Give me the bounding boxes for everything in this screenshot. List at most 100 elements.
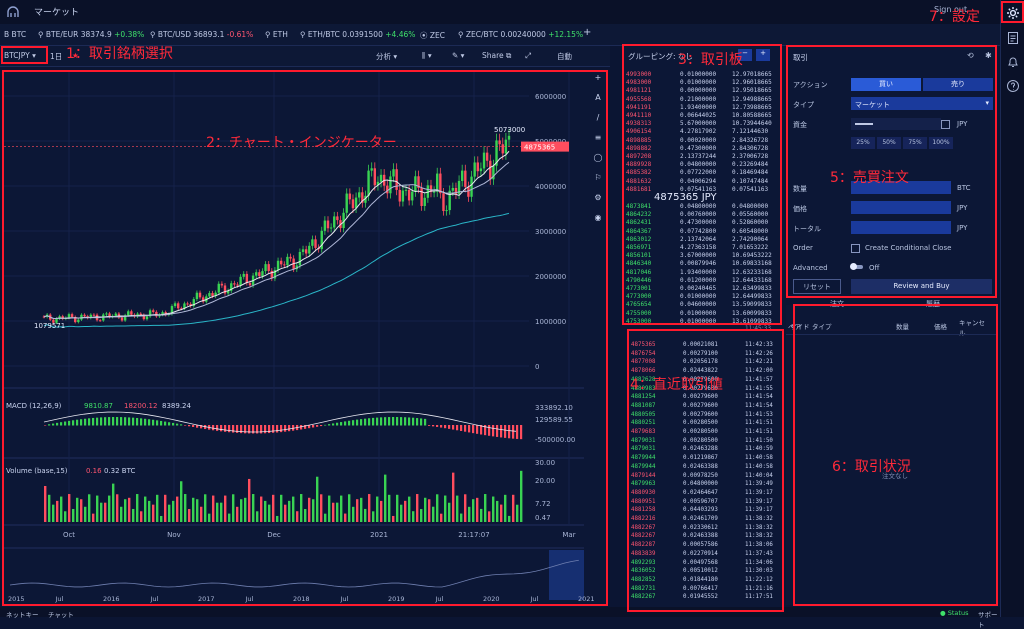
time-axis-tick: Oct bbox=[63, 531, 75, 539]
ticker-tab-eth[interactable]: ⚲ ETH bbox=[265, 30, 288, 39]
order-type-select[interactable]: マーケット ▾ bbox=[851, 97, 993, 110]
volume-bar bbox=[256, 511, 259, 522]
bottom-link-chat[interactable]: チャット bbox=[48, 611, 74, 619]
trade-row: 4880251 0.00280500 11:41:51 bbox=[627, 420, 784, 428]
ticker-tab-eth-btc[interactable]: ⚲ ETH/BTC 0.0391500 +4.46% bbox=[300, 30, 416, 39]
buy-button[interactable]: 買い bbox=[851, 78, 921, 91]
ticker-tab-btc-usd[interactable]: ⚲ BTC/USD 36893.1 -0.61% bbox=[150, 30, 254, 39]
macd-bar bbox=[68, 420, 71, 426]
trade-cell: 11:37:43 bbox=[745, 550, 773, 557]
macd-bar bbox=[96, 417, 99, 426]
pair-selector[interactable]: BTCJPY ▾ bbox=[4, 51, 36, 60]
ask-row[interactable]: 4898885 0.00020000 2.84326728 bbox=[622, 137, 782, 145]
bid-row[interactable]: 4765654 0.04600000 13.59099833 bbox=[622, 301, 782, 309]
candle-body bbox=[436, 173, 439, 192]
bid-row[interactable]: 4773000 0.01000000 12.64499833 bbox=[622, 293, 782, 301]
bid-row[interactable]: 4873841 0.04800000 0.04800000 bbox=[622, 203, 782, 211]
advanced-toggle[interactable] bbox=[850, 263, 863, 270]
ask-row[interactable]: 4889928 0.04800000 0.23269484 bbox=[622, 161, 782, 169]
bid-row[interactable]: 4863012 2.13742064 2.74290064 bbox=[622, 236, 782, 244]
fullscreen-icon[interactable]: ⤢ bbox=[525, 51, 531, 60]
candle-body bbox=[314, 239, 317, 248]
add-tab-button[interactable]: + bbox=[583, 27, 592, 38]
bid-row[interactable]: 4864232 0.00760000 0.05560000 bbox=[622, 211, 782, 219]
volume-bar bbox=[116, 494, 119, 522]
grouping-plus-button[interactable]: + bbox=[756, 49, 770, 61]
bid-row[interactable]: 4856101 3.67000000 10.69453222 bbox=[622, 252, 782, 260]
candle-body bbox=[323, 220, 327, 231]
share-button[interactable]: Share ⧉ bbox=[482, 51, 512, 60]
bid-row[interactable]: 4862431 0.47300000 0.52860000 bbox=[622, 219, 782, 227]
price-chart[interactable]: 6000000500000040000003000000200000010000… bbox=[4, 70, 606, 605]
bid-row[interactable]: 4856971 4.27363158 7.01653222 bbox=[622, 244, 782, 252]
ticker-tab-btc[interactable]: B BTC bbox=[4, 30, 27, 39]
conditional-checkbox[interactable] bbox=[851, 244, 860, 253]
candle-body bbox=[326, 220, 330, 229]
sell-button[interactable]: 売り bbox=[923, 78, 993, 91]
bid-cell: 10.69453222 bbox=[732, 252, 772, 260]
chart-area[interactable]: 6000000500000040000003000000200000010000… bbox=[4, 70, 606, 605]
bid-row[interactable]: 4817046 1.93400000 12.63233168 bbox=[622, 269, 782, 277]
ask-row[interactable]: 4941191 1.93400000 12.73988665 bbox=[622, 104, 782, 112]
ticker-tab-zec[interactable]: ⦿ ZEC bbox=[420, 31, 446, 40]
volume-bar bbox=[112, 483, 115, 522]
grouping-selector[interactable]: グルーピング: なし bbox=[628, 52, 693, 61]
ask-row[interactable]: 4885382 0.07722000 0.18469484 bbox=[622, 169, 782, 177]
bottom-link-netkey[interactable]: ネットキー bbox=[6, 611, 39, 619]
pct-100-button[interactable]: 100% bbox=[929, 137, 953, 149]
tab-orders[interactable]: 注文 bbox=[830, 300, 844, 308]
gear-icon[interactable] bbox=[1006, 6, 1020, 20]
col-cancel: キャンセル bbox=[959, 319, 985, 337]
bell-icon[interactable] bbox=[1006, 55, 1020, 69]
ticker-tab-zec-btc[interactable]: ⚲ ZEC/BTC 0.00240000 +12.15% bbox=[458, 30, 584, 39]
drawing-tool: ◉ bbox=[595, 213, 602, 222]
ask-row[interactable]: 4938313 5.67000000 10.73944640 bbox=[622, 120, 782, 128]
review-buy-button[interactable]: Review and Buy bbox=[851, 279, 992, 294]
star-icon[interactable]: ★ bbox=[72, 51, 79, 60]
pct-25-button[interactable]: 25% bbox=[851, 137, 875, 149]
document-icon[interactable] bbox=[1006, 31, 1020, 45]
tab-history[interactable]: 履歴 bbox=[926, 300, 940, 308]
bid-row[interactable]: 4755000 0.01000000 13.60099833 bbox=[622, 310, 782, 318]
bid-row[interactable]: 4864367 0.07742800 0.60548000 bbox=[622, 228, 782, 236]
ask-row[interactable]: 4955568 0.21000000 12.94988665 bbox=[622, 96, 782, 104]
support-link[interactable]: サポート bbox=[978, 611, 998, 629]
help-circle-icon[interactable] bbox=[1006, 79, 1020, 93]
funds-checkbox[interactable] bbox=[941, 120, 950, 129]
funds-input[interactable] bbox=[851, 118, 941, 130]
ask-row[interactable]: 4881681 0.07541163 0.07541163 bbox=[622, 186, 782, 194]
pct-50-button[interactable]: 50% bbox=[877, 137, 901, 149]
interval-selector[interactable]: 1日 bbox=[50, 52, 63, 61]
settings-icon[interactable]: ✱ bbox=[985, 51, 992, 60]
trade-cell: 4882216 bbox=[631, 516, 656, 522]
total-input[interactable] bbox=[851, 221, 951, 234]
ask-row[interactable]: 4898882 0.47300000 2.84306728 bbox=[622, 145, 782, 153]
ask-row[interactable]: 4897208 2.13737244 2.37006728 bbox=[622, 153, 782, 161]
qty-input[interactable] bbox=[851, 181, 951, 194]
ask-row[interactable]: 4983000 0.01000000 12.96018665 bbox=[622, 79, 782, 87]
ticker-tab-bte-eur[interactable]: ⚲ BTE/EUR 38374.9 +0.38% bbox=[38, 30, 145, 39]
grouping-minus-button[interactable]: − bbox=[738, 49, 752, 61]
bid-row[interactable]: 4753000 0.01000000 13.61099833 bbox=[622, 318, 782, 326]
price-input[interactable] bbox=[851, 201, 951, 214]
ask-row[interactable]: 4993000 0.01000000 12.97018665 bbox=[622, 71, 782, 79]
pct-75-button[interactable]: 75% bbox=[903, 137, 927, 149]
ask-row[interactable]: 4906154 4.27817902 7.12144630 bbox=[622, 128, 782, 136]
candle-type-button[interactable]: ⫼ ▾ bbox=[422, 51, 432, 60]
kraken-logo-icon[interactable] bbox=[6, 6, 20, 18]
volume-bar bbox=[152, 504, 155, 522]
ask-row[interactable]: 4981121 0.00000000 12.95018665 bbox=[622, 87, 782, 95]
reset-icon[interactable]: ⟲ bbox=[967, 51, 974, 60]
ask-row[interactable]: 4881632 0.04006294 0.10747484 bbox=[622, 178, 782, 186]
bid-row[interactable]: 4846340 0.00879946 10.69833168 bbox=[622, 260, 782, 268]
sign-out-link[interactable]: Sign out bbox=[934, 5, 968, 14]
reset-button[interactable]: リセット bbox=[793, 279, 841, 294]
candle-body bbox=[180, 308, 183, 310]
bid-row[interactable]: 4790446 0.01200000 12.64433168 bbox=[622, 277, 782, 285]
ask-row[interactable]: 4941110 0.06644025 10.80588665 bbox=[622, 112, 782, 120]
auto-scale-button[interactable]: 自動 bbox=[557, 52, 572, 61]
bid-row[interactable]: 4773001 0.00240465 12.63499833 bbox=[622, 285, 782, 293]
indicator-button[interactable]: 分析 ▾ bbox=[376, 52, 398, 61]
draw-tool-button[interactable]: ✎ ▾ bbox=[452, 51, 465, 60]
status-link[interactable]: ● Status bbox=[940, 609, 969, 617]
